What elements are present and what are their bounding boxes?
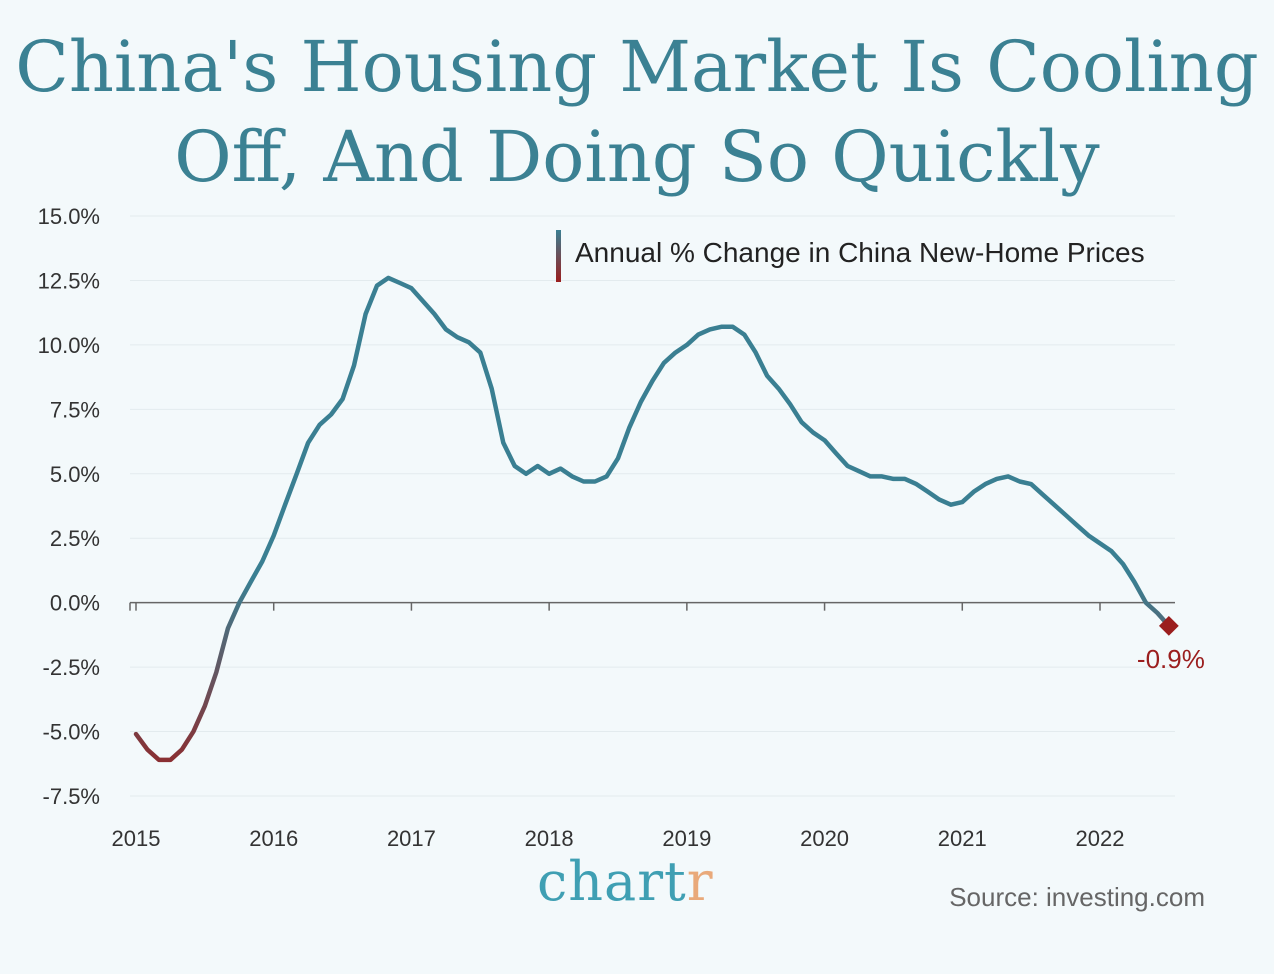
- legend-label: Annual % Change in China New-Home Prices: [575, 237, 1145, 268]
- y-tick-label: 10.0%: [38, 333, 100, 358]
- end-point-marker: [1158, 615, 1179, 636]
- y-tick-label: 7.5%: [50, 397, 100, 422]
- y-axis-ticks: 15.0% 12.5% 10.0% 7.5% 5.0% 2.5% 0.0% -2.5% -5.0…: [38, 204, 100, 809]
- brand-logo-accent: r: [686, 850, 714, 913]
- y-tick-label: -5.0%: [43, 720, 100, 745]
- end-point-label: -0.9%: [1137, 644, 1205, 674]
- legend: Annual % Change in China New-Home Prices: [556, 230, 1145, 282]
- chart-title-line-2: Off, And Doing So Quickly: [174, 116, 1100, 198]
- x-tick-label: 2021: [938, 826, 987, 851]
- y-tick-label: -2.5%: [43, 655, 100, 680]
- x-tick-label: 2017: [387, 826, 436, 851]
- x-tick-label: 2018: [525, 826, 574, 851]
- legend-swatch: [556, 230, 561, 282]
- chart-title-line-1: China's Housing Market Is Cooling: [15, 26, 1259, 108]
- x-tick-label: 2020: [800, 826, 849, 851]
- gridlines: [130, 215, 1175, 797]
- y-tick-label: 15.0%: [38, 204, 100, 229]
- y-tick-label: -7.5%: [43, 784, 100, 809]
- y-tick-label: 0.0%: [50, 591, 100, 616]
- y-tick-label: 2.5%: [50, 526, 100, 551]
- x-axis-ticks: 2015 2016 2017 2018 2019 2020 2021 2022: [112, 602, 1125, 851]
- x-tick-label: 2019: [662, 826, 711, 851]
- y-tick-label: 5.0%: [50, 462, 100, 487]
- x-tick-label: 2015: [112, 826, 161, 851]
- brand-logo: chartr: [537, 850, 714, 913]
- brand-logo-main: chart: [537, 850, 687, 913]
- x-tick-label: 2022: [1076, 826, 1125, 851]
- source-note: Source: investing.com: [949, 882, 1205, 912]
- x-tick-label: 2016: [249, 826, 298, 851]
- chart-title: China's Housing Market Is Cooling Off, A…: [0, 22, 1274, 202]
- y-tick-label: 12.5%: [38, 268, 100, 293]
- series-line-new-home-prices: [133, 275, 1172, 763]
